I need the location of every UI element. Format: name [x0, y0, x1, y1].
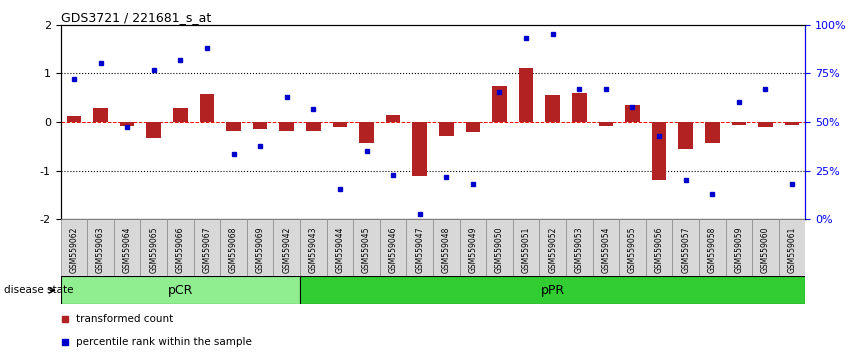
Text: pPR: pPR [540, 284, 565, 297]
Bar [546, 95, 560, 122]
Bar [67, 116, 81, 122]
Bar [439, 122, 454, 136]
Bar [326, 219, 353, 276]
Bar [726, 219, 753, 276]
Bar [140, 219, 167, 276]
Text: GSM559059: GSM559059 [734, 226, 743, 273]
Bar [380, 219, 406, 276]
Text: disease state: disease state [4, 285, 74, 295]
Bar [466, 122, 481, 132]
Text: GSM559052: GSM559052 [548, 226, 557, 273]
Bar [619, 219, 646, 276]
Bar [247, 219, 274, 276]
Text: GSM559067: GSM559067 [203, 226, 211, 273]
Bar [592, 219, 619, 276]
Text: GSM559043: GSM559043 [309, 226, 318, 273]
Bar [598, 122, 613, 126]
Text: GSM559060: GSM559060 [761, 226, 770, 273]
Text: GSM559049: GSM559049 [469, 226, 477, 273]
Text: GSM559055: GSM559055 [628, 226, 637, 273]
Text: GSM559050: GSM559050 [495, 226, 504, 273]
Bar [274, 219, 300, 276]
Bar [199, 94, 214, 122]
Text: GSM559056: GSM559056 [655, 226, 663, 273]
Bar [167, 219, 194, 276]
Bar [194, 219, 220, 276]
Bar [220, 219, 247, 276]
Bar [306, 122, 320, 131]
Text: pCR: pCR [168, 284, 193, 297]
Bar [406, 219, 433, 276]
Bar [253, 122, 268, 130]
Bar [300, 276, 805, 304]
Text: GSM559057: GSM559057 [682, 226, 690, 273]
Text: GSM559046: GSM559046 [389, 226, 397, 273]
Bar [61, 219, 87, 276]
Bar [678, 122, 693, 149]
Text: GSM559064: GSM559064 [123, 226, 132, 273]
Bar [173, 108, 188, 122]
Text: GSM559054: GSM559054 [601, 226, 611, 273]
Text: GSM559069: GSM559069 [255, 226, 265, 273]
Bar [753, 219, 779, 276]
Bar [146, 122, 161, 138]
Text: GSM559053: GSM559053 [575, 226, 584, 273]
Bar [779, 219, 805, 276]
Text: percentile rank within the sample: percentile rank within the sample [76, 337, 252, 348]
Text: GSM559051: GSM559051 [521, 226, 531, 273]
Bar [94, 108, 108, 122]
Bar [625, 105, 640, 122]
Bar [699, 219, 726, 276]
Text: GDS3721 / 221681_s_at: GDS3721 / 221681_s_at [61, 11, 210, 24]
Bar [87, 219, 113, 276]
Text: GSM559066: GSM559066 [176, 226, 184, 273]
Bar [572, 93, 586, 122]
Bar [385, 115, 400, 122]
Text: GSM559048: GSM559048 [442, 226, 451, 273]
Bar [353, 219, 380, 276]
Bar [519, 68, 533, 122]
Bar [492, 86, 507, 122]
Text: GSM559058: GSM559058 [708, 226, 717, 273]
Bar [412, 122, 427, 176]
Text: GSM559061: GSM559061 [787, 226, 797, 273]
Bar [486, 219, 513, 276]
Bar [280, 122, 294, 131]
Bar [652, 122, 667, 179]
Bar [226, 122, 241, 131]
Bar [120, 122, 134, 126]
Bar [646, 219, 672, 276]
Text: GSM559047: GSM559047 [415, 226, 424, 273]
Bar [758, 122, 772, 127]
Bar [566, 219, 592, 276]
Bar [540, 219, 566, 276]
Bar [61, 276, 300, 304]
Text: GSM559062: GSM559062 [69, 226, 79, 273]
Text: GSM559065: GSM559065 [149, 226, 158, 273]
Text: GSM559068: GSM559068 [229, 226, 238, 273]
Bar [113, 219, 140, 276]
Text: GSM559045: GSM559045 [362, 226, 371, 273]
Text: GSM559063: GSM559063 [96, 226, 105, 273]
Bar [333, 122, 347, 127]
Bar [359, 122, 374, 143]
Text: transformed count: transformed count [76, 314, 173, 325]
Bar [300, 219, 326, 276]
Text: GSM559044: GSM559044 [335, 226, 345, 273]
Bar [732, 122, 746, 125]
Bar [785, 122, 799, 125]
Bar [672, 219, 699, 276]
Text: GSM559042: GSM559042 [282, 226, 291, 273]
Bar [513, 219, 540, 276]
Bar [705, 122, 720, 143]
Bar [460, 219, 486, 276]
Bar [433, 219, 460, 276]
